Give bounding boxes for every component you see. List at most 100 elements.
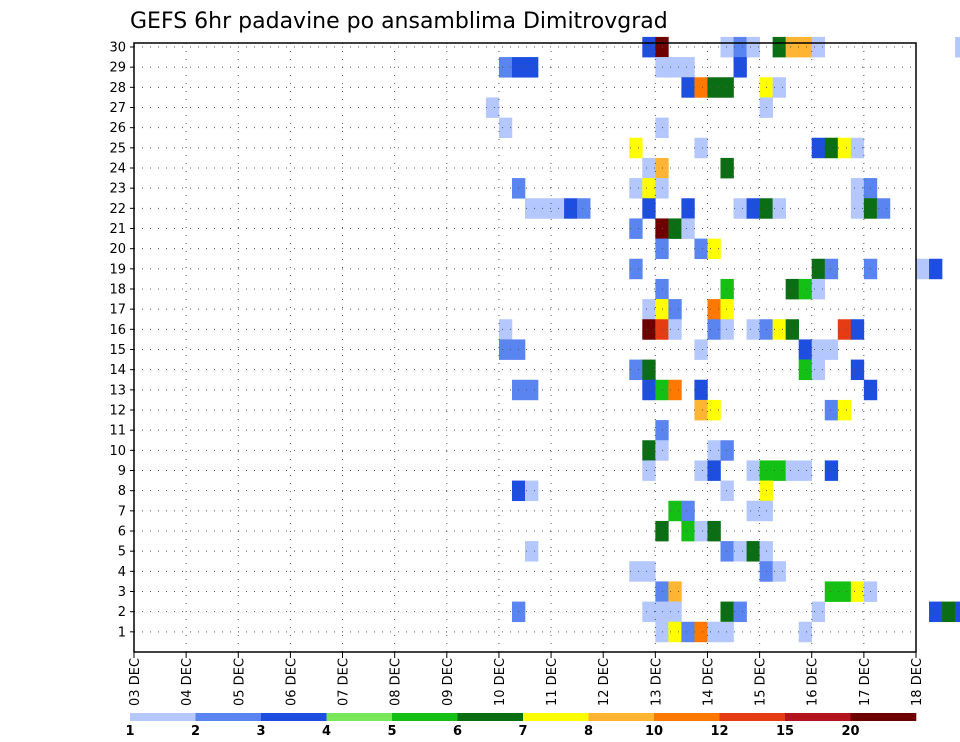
x-tick-label: 10 DEC xyxy=(493,658,508,706)
heatmap-cell xyxy=(485,97,500,118)
heatmap-cell xyxy=(733,541,747,562)
legend-label: 8 xyxy=(584,724,593,739)
heatmap-cell xyxy=(746,319,760,340)
heatmap-cell xyxy=(837,399,852,421)
heatmap-cell xyxy=(694,621,708,643)
heatmap-cell xyxy=(694,520,708,542)
y-tick-label: 11 xyxy=(109,424,126,439)
y-tick-label: 6 xyxy=(118,525,126,540)
legend-label: 12 xyxy=(710,724,728,739)
y-tick-label: 20 xyxy=(109,242,126,257)
heatmap-cell xyxy=(850,581,865,602)
heatmap-cell xyxy=(798,621,813,643)
heatmap-cell xyxy=(824,137,839,159)
legend-swatch xyxy=(785,713,851,721)
heatmap-cell xyxy=(720,480,734,502)
legend-label: 10 xyxy=(645,724,663,739)
heatmap-cell xyxy=(720,36,734,58)
legend-swatch xyxy=(588,713,655,721)
heatmap-cell xyxy=(955,601,960,623)
y-tick-label: 19 xyxy=(109,262,126,277)
heatmap-cell xyxy=(824,399,839,421)
y-tick-label: 16 xyxy=(109,323,126,338)
heatmap-cell xyxy=(642,359,656,381)
x-tick-label: 06 DEC xyxy=(284,658,299,706)
heatmap-cell xyxy=(642,601,656,623)
heatmap-cell xyxy=(655,601,669,623)
heatmap-cell xyxy=(850,137,865,159)
heatmap-cell xyxy=(772,319,786,340)
heatmap-cell xyxy=(655,319,669,340)
heatmap-cell xyxy=(707,299,721,320)
legend-label: 5 xyxy=(387,724,396,739)
heatmap-cell xyxy=(642,157,656,179)
heatmap-cell xyxy=(720,77,734,98)
heatmap-cell xyxy=(629,561,643,582)
heatmap-cell xyxy=(811,339,826,360)
heatmap-cell xyxy=(798,460,813,481)
heatmap-cell xyxy=(498,319,513,340)
heatmap-cell xyxy=(707,399,721,421)
heatmap-cell xyxy=(785,319,799,340)
heatmap-cell xyxy=(642,460,656,481)
y-tick-label: 5 xyxy=(118,545,126,560)
heatmap-cell xyxy=(955,36,960,58)
heatmap-cell xyxy=(498,57,513,78)
x-tick-label: 15 DEC xyxy=(754,658,769,706)
heatmap-cell xyxy=(681,621,695,643)
legend-swatch xyxy=(523,713,589,721)
heatmap-cell xyxy=(655,157,669,179)
heatmap-cell xyxy=(785,36,799,58)
heatmap-cell xyxy=(876,198,891,219)
x-tick-label: 11 DEC xyxy=(545,658,560,706)
heatmap-cell xyxy=(733,601,747,623)
y-tick-label: 25 xyxy=(109,141,126,156)
heatmap-cell xyxy=(655,178,669,199)
heatmap-cell xyxy=(655,581,669,602)
y-tick-label: 2 xyxy=(118,605,126,620)
heatmap-cell xyxy=(811,601,826,623)
heatmap-cell xyxy=(929,258,943,280)
heatmap-cell xyxy=(798,36,813,58)
y-tick-label: 9 xyxy=(118,464,126,479)
legend-label: 7 xyxy=(518,724,527,739)
heatmap-cell xyxy=(655,57,669,78)
heatmap-cell xyxy=(551,198,565,219)
grid-layer xyxy=(134,43,916,652)
heatmap-cell xyxy=(655,379,669,401)
x-tick-label: 09 DEC xyxy=(441,658,456,706)
heatmap-cell xyxy=(733,57,747,78)
heatmap-cell xyxy=(733,36,747,58)
legend-swatch xyxy=(457,713,524,721)
heatmap-cell xyxy=(785,460,799,481)
legend-swatch xyxy=(392,713,458,721)
heatmap-cell xyxy=(642,178,656,199)
legend-label: 2 xyxy=(191,724,200,739)
heatmap-cell xyxy=(707,77,721,98)
x-tick-label: 04 DEC xyxy=(180,658,195,706)
heatmap-cell xyxy=(720,157,734,179)
heatmap-cell xyxy=(525,198,539,219)
legend-swatch xyxy=(261,713,327,721)
heatmap-cell xyxy=(655,117,669,139)
y-tick-label: 4 xyxy=(118,565,126,580)
heatmap-cell xyxy=(837,137,852,159)
y-tick-label: 28 xyxy=(109,81,126,96)
y-tick-label: 13 xyxy=(109,383,126,398)
heatmap-cell xyxy=(811,137,826,159)
heatmap-cell xyxy=(707,621,721,643)
x-tick-label: 13 DEC xyxy=(649,658,664,706)
heatmap-cell xyxy=(811,258,826,280)
heatmap-cell xyxy=(785,278,799,300)
heatmap-cell xyxy=(694,339,708,360)
heatmap-cell xyxy=(942,601,956,623)
heatmap-cell xyxy=(850,359,865,381)
heatmap-cell xyxy=(798,339,813,360)
heatmap-cell xyxy=(668,57,682,78)
heatmap-cell xyxy=(655,299,669,320)
y-tick-label: 10 xyxy=(109,444,126,459)
heatmap-cell xyxy=(772,561,786,582)
cells-layer xyxy=(485,36,960,643)
heatmap-cell xyxy=(655,218,669,239)
y-tick-label: 22 xyxy=(109,202,126,217)
